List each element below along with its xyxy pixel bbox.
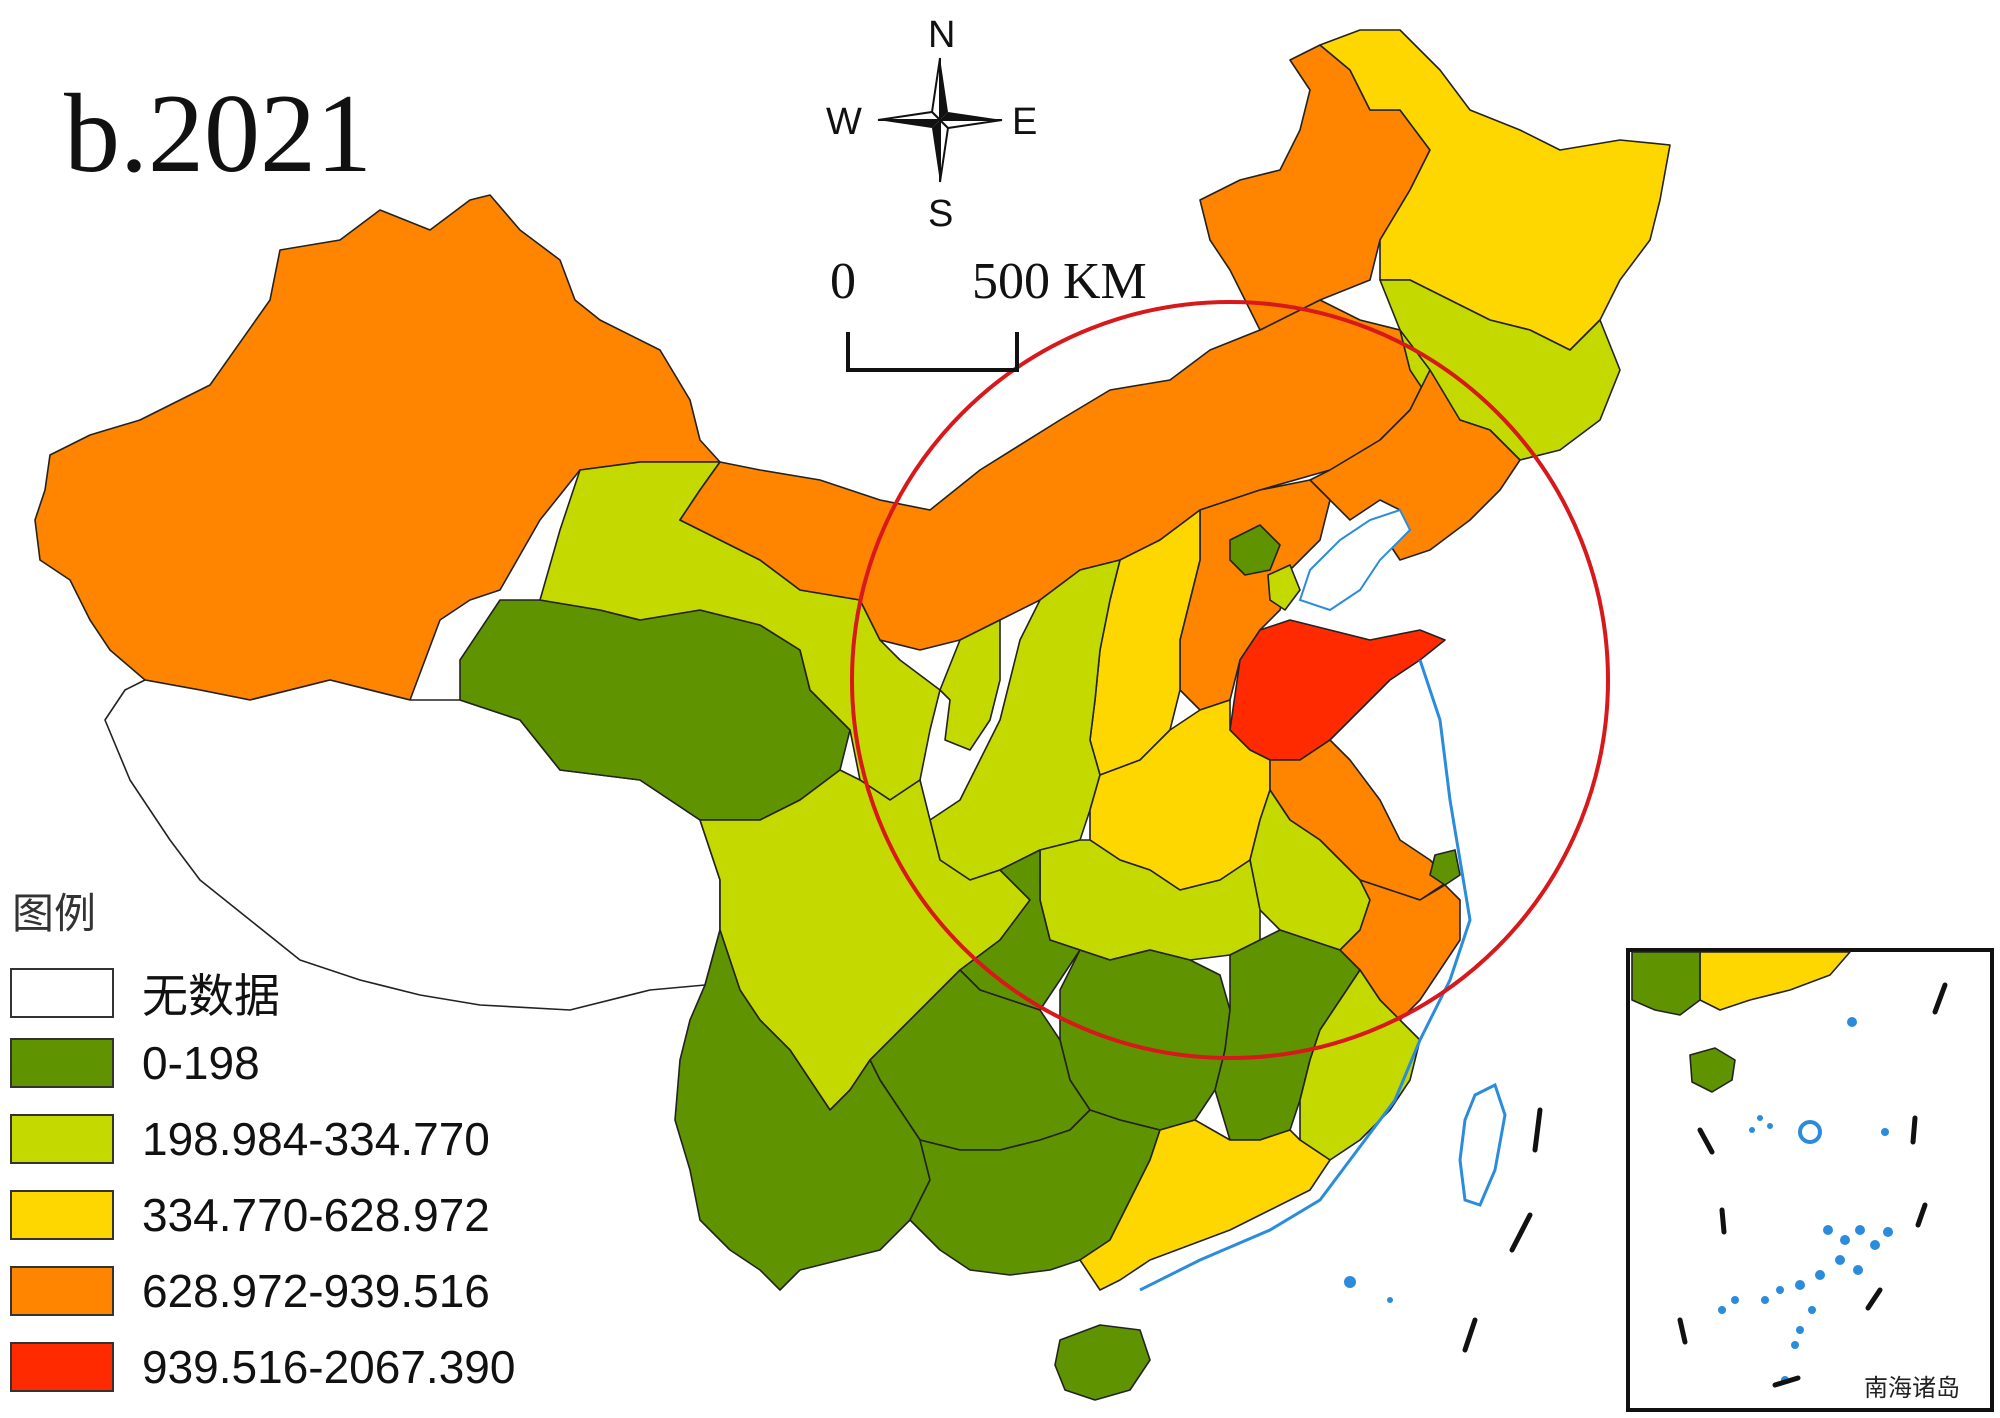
- legend-swatch: [10, 1342, 114, 1392]
- highlight-circle: [850, 300, 1610, 1060]
- inset-frame: [1626, 948, 1994, 1412]
- province-ningxia: [939, 619, 1001, 751]
- legend-item: 无数据: [10, 960, 280, 1026]
- island-dot: [1387, 1297, 1393, 1303]
- compass-west-label: W: [826, 101, 862, 143]
- inset-hainan: [1689, 1047, 1736, 1093]
- taiwan-island: [1458, 1082, 1507, 1207]
- legend-label: 0-198: [142, 1037, 260, 1089]
- compass-north-label: N: [928, 14, 956, 56]
- map-title: b.2021: [64, 72, 372, 196]
- legend-swatch: [10, 1190, 114, 1240]
- province-guangdong: [1079, 1119, 1331, 1291]
- legend-title: 图例: [12, 889, 97, 938]
- provinces-layer: [34, 29, 1671, 1401]
- dash-segment: [1462, 1317, 1478, 1353]
- boundary-dashes: [1462, 1107, 1543, 1353]
- legend-item: 0-198: [10, 1036, 260, 1090]
- inset-islands: [1718, 1017, 1893, 1384]
- legend-label: 无数据: [142, 969, 280, 1023]
- scale-bar: [846, 332, 1019, 372]
- legend-item: 628.972-939.516: [10, 1264, 490, 1318]
- province-shanghai: [1429, 849, 1461, 886]
- inset-guangxi: [1631, 951, 1701, 1016]
- legend-swatch: [10, 1114, 114, 1164]
- legend-label: 628.972-939.516: [142, 1265, 490, 1317]
- dash-segment: [1532, 1107, 1543, 1153]
- dash-segment: [1509, 1212, 1533, 1253]
- inset-map: [1626, 948, 1994, 1412]
- legend-swatch: [10, 1038, 114, 1088]
- legend-item: 939.516-2067.390: [10, 1340, 515, 1394]
- coastline: [1139, 659, 1472, 1292]
- compass-south-label: S: [928, 193, 954, 235]
- north-arrow-icon: [877, 57, 1003, 183]
- legend-swatch: [10, 1266, 114, 1316]
- province-tianjin: [1267, 564, 1301, 611]
- compass-east-label: E: [1012, 101, 1038, 143]
- inset-label: 南海诸岛: [1864, 1374, 1960, 1402]
- water-layer: [1139, 508, 1507, 1303]
- scale-start-label: 0: [830, 253, 856, 310]
- scale-end-label: 500 KM: [972, 253, 1147, 310]
- scale-bar-line: [846, 332, 1019, 372]
- legend: 图例 无数据 0-198 198.984-334.770 334.770-628…: [10, 880, 515, 1393]
- legend-label: 198.984-334.770: [142, 1113, 490, 1165]
- inset-dashes: [1677, 982, 1948, 1388]
- legend-swatch: [10, 968, 114, 1018]
- legend-item: 198.984-334.770: [10, 1112, 490, 1166]
- inset-guangdong: [1699, 951, 1851, 1011]
- legend-label: 334.770-628.972: [142, 1189, 490, 1241]
- legend-label: 939.516-2067.390: [142, 1341, 516, 1393]
- bohai-sea: [1298, 508, 1412, 612]
- province-shandong: [1229, 619, 1446, 761]
- province-beijing: [1229, 524, 1281, 576]
- island-dot: [1344, 1276, 1356, 1288]
- province-hainan: [1054, 1324, 1151, 1401]
- legend-item: 334.770-628.972: [10, 1188, 490, 1242]
